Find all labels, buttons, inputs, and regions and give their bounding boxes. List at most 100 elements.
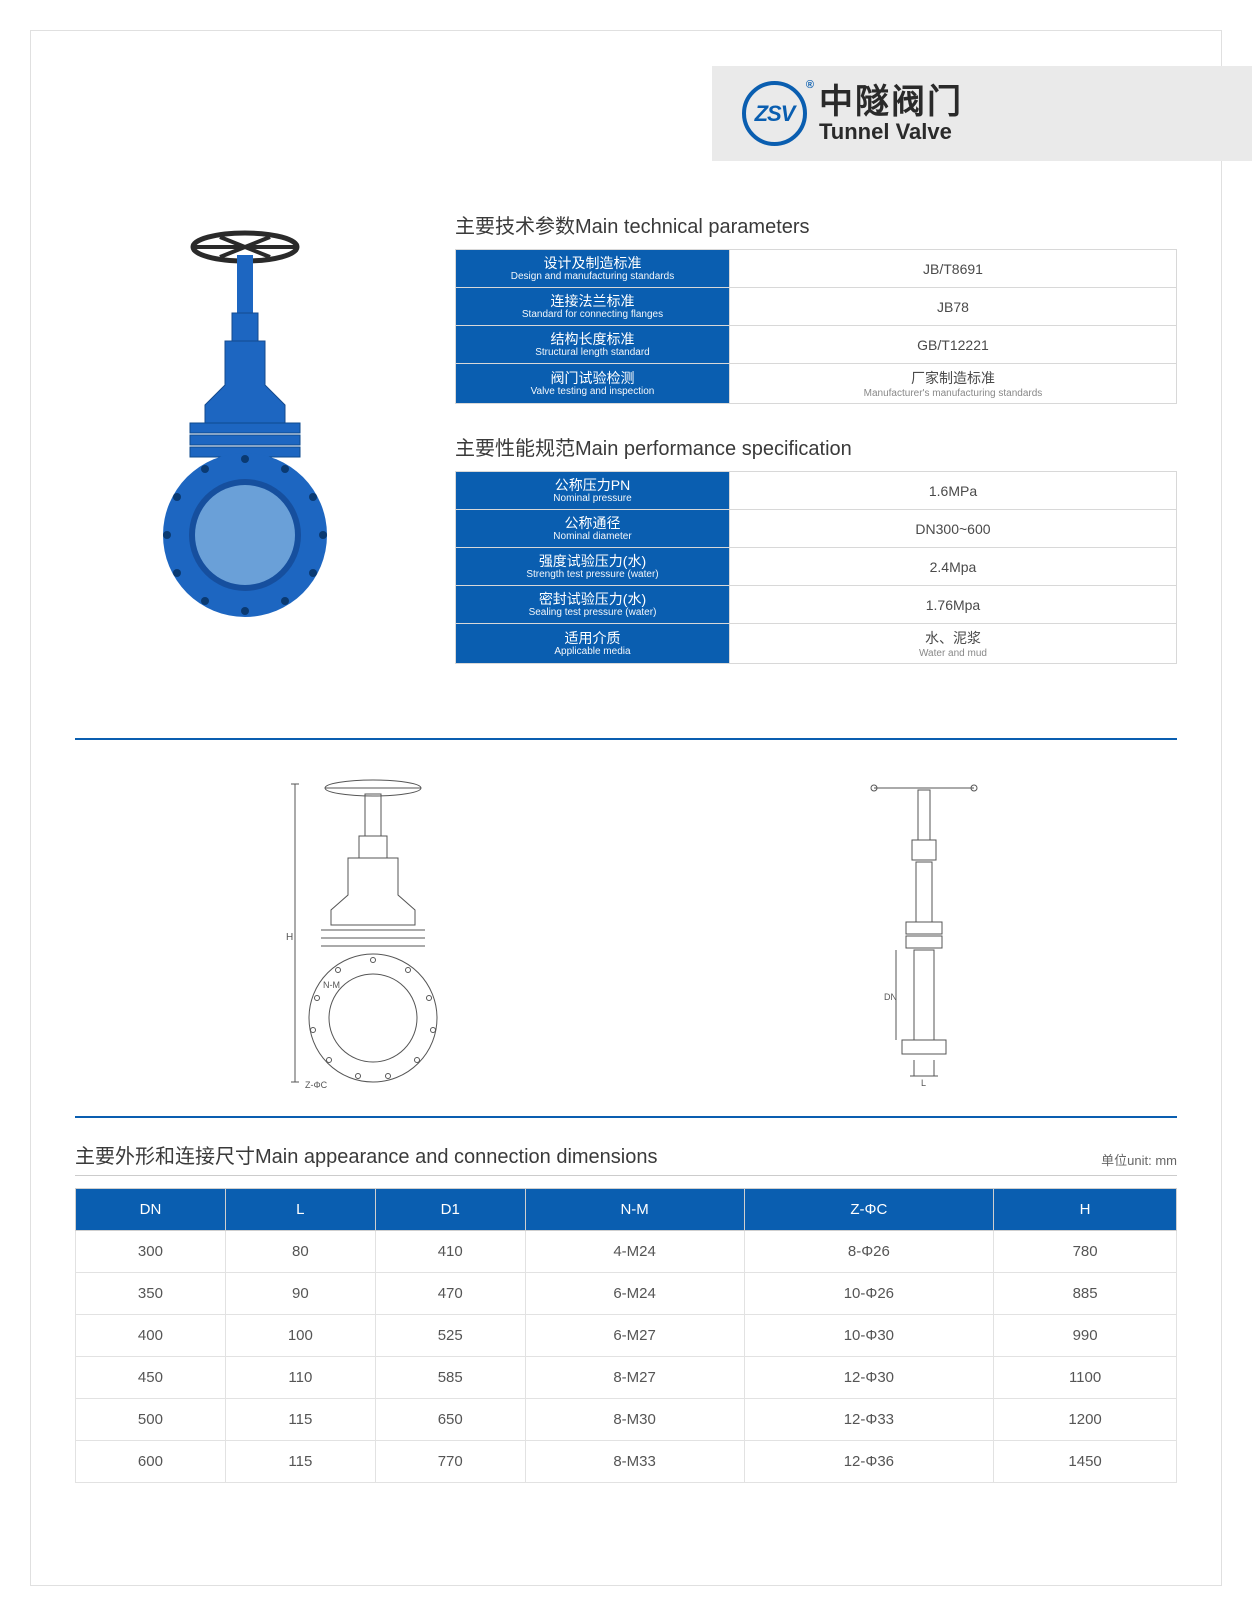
- dimensions-title: 主要外形和连接尺寸Main appearance and connection …: [75, 1140, 658, 1169]
- spec-label: 公称压力PNNominal pressure: [456, 472, 730, 510]
- brand-text: 中隧阀门 Tunnel Valve: [819, 84, 963, 143]
- dim-cell: 500: [76, 1399, 226, 1441]
- dim-cell: 6-M24: [525, 1273, 744, 1315]
- table-row: 6001157708-M3312-Φ361450: [76, 1441, 1177, 1483]
- dim-cell: 1200: [994, 1399, 1177, 1441]
- table-row: 4001005256-M2710-Φ30990: [76, 1315, 1177, 1357]
- spec-value: 1.76Mpa: [729, 586, 1176, 624]
- dim-cell: 100: [225, 1315, 375, 1357]
- spec-label: 公称通径Nominal diameter: [456, 510, 730, 548]
- table-row: 公称压力PNNominal pressure1.6MPa: [456, 472, 1177, 510]
- table-row: 350904706-M2410-Φ26885: [76, 1273, 1177, 1315]
- perf-spec-table: 公称压力PNNominal pressure1.6MPa公称通径Nominal …: [455, 471, 1177, 664]
- dimensions-unit: 单位unit: mm: [1101, 1150, 1177, 1169]
- table-row: 5001156508-M3012-Φ331200: [76, 1399, 1177, 1441]
- spec-value: 1.6MPa: [729, 472, 1176, 510]
- dim-cell: 300: [76, 1231, 226, 1273]
- brand-en: Tunnel Valve: [819, 121, 963, 143]
- dimensions-table: DNLD1N-MZ-ΦCH 300804104-M248-Φ2678035090…: [75, 1188, 1177, 1483]
- spec-label: 设计及制造标准Design and manufacturing standard…: [456, 250, 730, 288]
- spec-label: 结构长度标准Structural length standard: [456, 326, 730, 364]
- table-row: 密封试验压力(水)Sealing test pressure (water)1.…: [456, 586, 1177, 624]
- dim-cell: 90: [225, 1273, 375, 1315]
- dim-cell: 885: [994, 1273, 1177, 1315]
- label-nm: N-M: [323, 980, 340, 990]
- dim-cell: 650: [375, 1399, 525, 1441]
- dimensions-header: 主要外形和连接尺寸Main appearance and connection …: [75, 1140, 1177, 1176]
- brand-logo: ZSV: [742, 81, 807, 146]
- dim-cell: 6-M27: [525, 1315, 744, 1357]
- top-section: 主要技术参数Main technical parameters 设计及制造标准D…: [75, 210, 1177, 692]
- dim-cell: 4-M24: [525, 1231, 744, 1273]
- dim-column-header: H: [994, 1189, 1177, 1231]
- dim-cell: 1100: [994, 1357, 1177, 1399]
- spec-label: 密封试验压力(水)Sealing test pressure (water): [456, 586, 730, 624]
- dim-cell: 450: [76, 1357, 226, 1399]
- dim-cell: 115: [225, 1441, 375, 1483]
- dim-cell: 12-Φ36: [744, 1441, 994, 1483]
- dim-cell: 80: [225, 1231, 375, 1273]
- valve-product-image: [75, 210, 415, 640]
- brand-cn: 中隧阀门: [819, 84, 963, 121]
- spec-value: 水、泥浆Water and mud: [729, 624, 1176, 664]
- spec-label: 适用介质Applicable media: [456, 624, 730, 664]
- dim-cell: 525: [375, 1315, 525, 1357]
- label-zoc: Z-ΦC: [305, 1080, 328, 1090]
- spec-value: JB/T8691: [729, 250, 1176, 288]
- spec-value: 2.4Mpa: [729, 548, 1176, 586]
- dim-column-header: D1: [375, 1189, 525, 1231]
- tech-params-title: 主要技术参数Main technical parameters: [455, 210, 1177, 239]
- table-row: 300804104-M248-Φ26780: [76, 1231, 1177, 1273]
- table-row: 4501105858-M2712-Φ301100: [76, 1357, 1177, 1399]
- dim-cell: 110: [225, 1357, 375, 1399]
- label-dn: DN: [884, 992, 897, 1002]
- dim-cell: 770: [375, 1441, 525, 1483]
- label-l: L: [921, 1078, 926, 1088]
- dim-cell: 8-Φ26: [744, 1231, 994, 1273]
- dim-cell: 600: [76, 1441, 226, 1483]
- divider-top: [75, 738, 1177, 740]
- table-row: 连接法兰标准Standard for connecting flangesJB7…: [456, 288, 1177, 326]
- tech-params-table: 设计及制造标准Design and manufacturing standard…: [455, 249, 1177, 404]
- dim-cell: 12-Φ30: [744, 1357, 994, 1399]
- spec-value: JB78: [729, 288, 1176, 326]
- dim-cell: 470: [375, 1273, 525, 1315]
- dim-column-header: DN: [76, 1189, 226, 1231]
- dim-cell: 1450: [994, 1441, 1177, 1483]
- table-row: 设计及制造标准Design and manufacturing standard…: [456, 250, 1177, 288]
- dim-cell: 780: [994, 1231, 1177, 1273]
- page: ZSV 中隧阀门 Tunnel Valve: [0, 0, 1252, 1616]
- dim-cell: 10-Φ26: [744, 1273, 994, 1315]
- table-row: 强度试验压力(水)Strength test pressure (water)2…: [456, 548, 1177, 586]
- diagram-front: H N-M Z-ΦC: [243, 770, 503, 1090]
- spec-value: DN300~600: [729, 510, 1176, 548]
- brand-bar: ZSV 中隧阀门 Tunnel Valve: [712, 66, 1252, 161]
- table-row: 适用介质Applicable media水、泥浆Water and mud: [456, 624, 1177, 664]
- table-row: 结构长度标准Structural length standardGB/T1222…: [456, 326, 1177, 364]
- table-row: 阀门试验检测Valve testing and inspection厂家制造标准…: [456, 364, 1177, 404]
- divider-bottom: [75, 1116, 1177, 1118]
- dim-column-header: N-M: [525, 1189, 744, 1231]
- dim-column-header: L: [225, 1189, 375, 1231]
- dim-cell: 8-M33: [525, 1441, 744, 1483]
- dim-cell: 8-M30: [525, 1399, 744, 1441]
- dimensions-section: 主要外形和连接尺寸Main appearance and connection …: [75, 1140, 1177, 1483]
- label-h: H: [286, 932, 293, 943]
- dim-cell: 115: [225, 1399, 375, 1441]
- dim-cell: 990: [994, 1315, 1177, 1357]
- dim-cell: 585: [375, 1357, 525, 1399]
- dim-cell: 400: [76, 1315, 226, 1357]
- dim-cell: 410: [375, 1231, 525, 1273]
- spec-label: 连接法兰标准Standard for connecting flanges: [456, 288, 730, 326]
- dim-column-header: Z-ΦC: [744, 1189, 994, 1231]
- spec-label: 阀门试验检测Valve testing and inspection: [456, 364, 730, 404]
- table-row: 公称通径Nominal diameterDN300~600: [456, 510, 1177, 548]
- diagram-side: DN L: [839, 770, 1009, 1090]
- spec-value: GB/T12221: [729, 326, 1176, 364]
- dim-cell: 350: [76, 1273, 226, 1315]
- dim-cell: 8-M27: [525, 1357, 744, 1399]
- technical-diagrams: H N-M Z-ΦC DN L: [75, 760, 1177, 1100]
- dim-cell: 12-Φ33: [744, 1399, 994, 1441]
- spec-label: 强度试验压力(水)Strength test pressure (water): [456, 548, 730, 586]
- dim-cell: 10-Φ30: [744, 1315, 994, 1357]
